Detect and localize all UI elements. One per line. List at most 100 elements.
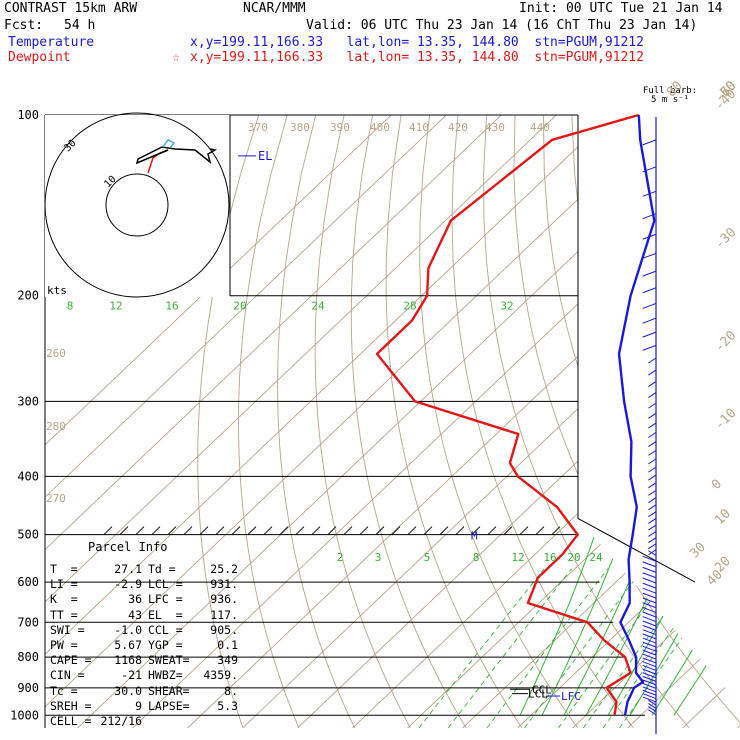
wind-barb [642, 682, 657, 689]
parcel-k2: YGP = [148, 638, 183, 653]
wind-barb [642, 606, 657, 613]
barb-key: Full barb: 5 m s⁻¹ [640, 87, 700, 105]
temperature-legend: Temperature [8, 35, 95, 50]
wind-barb [648, 699, 657, 706]
mixing-ratio-label: 20 [567, 551, 580, 564]
wind-barb [642, 693, 657, 700]
fcst-value: 54 h [64, 18, 96, 33]
pressure-label: 600 [17, 575, 39, 589]
hatch-mark [231, 526, 241, 535]
dewpoint-marker-icon: ☆ [172, 50, 180, 65]
mixing-ratio-label: 16 [543, 551, 556, 564]
isotherm-label: -10 [712, 406, 739, 433]
isotherm-line [45, 115, 447, 728]
wind-barb [642, 611, 657, 618]
melting-level-label: M [471, 530, 478, 543]
dewpoint-profile [375, 113, 640, 716]
parcel-k1: CELL = [50, 714, 92, 729]
isotherm-label: -30 [712, 225, 739, 252]
isotherm-label: 0 [709, 477, 725, 493]
hatch-mark [327, 526, 337, 535]
theta-e-label: 32 [500, 300, 513, 313]
parcel-row: CAPE = 1168 SWEAT= 349 [50, 653, 240, 668]
parcel-k1: PW = [50, 638, 78, 653]
wind-barb [642, 653, 657, 660]
isotherm-line [352, 115, 740, 728]
wind-barb [648, 432, 657, 438]
parcel-v1: 36 [128, 592, 142, 607]
parcel-v2: 8. [224, 683, 238, 698]
wind-barb [642, 668, 657, 675]
hatch-mark [199, 526, 209, 535]
parcel-v2: 25.2 [210, 562, 238, 576]
parcel-k2: LFC = [148, 592, 183, 607]
theta-label: 270 [46, 492, 66, 505]
valid-time: Valid: 06 UTC Thu 23 Jan 14 (16 ChT Thu … [306, 18, 698, 33]
wind-barb [642, 577, 657, 584]
hatch-mark [167, 526, 177, 535]
pressure-label: 800 [17, 650, 39, 664]
wind-barb [642, 616, 657, 623]
moist-adiabat-line [629, 295, 740, 716]
parcel-v1: 27.1 [114, 562, 142, 576]
wind-barb [642, 641, 657, 648]
hatch-mark [519, 526, 529, 535]
moist-adiabat-line [585, 295, 740, 716]
wind-barb [648, 422, 657, 429]
wind-barb [648, 537, 657, 544]
mixing-ratio-line [418, 568, 545, 728]
wind-barb [642, 139, 657, 146]
hodograph-units-label: kts [47, 284, 67, 297]
moist-adiabat-line [607, 295, 740, 716]
wind-barb [642, 287, 657, 294]
wind-barb [642, 679, 657, 686]
hatch-mark [151, 526, 161, 535]
wind-barb [642, 664, 657, 671]
wind-barb [648, 497, 657, 504]
hatch-mark [375, 526, 385, 535]
dry-adiabat-line [238, 115, 300, 728]
isotherm-line [517, 115, 740, 728]
hatch-mark [471, 526, 481, 535]
parcel-k2: LAPSE= [148, 698, 190, 713]
hatch-mark [263, 526, 273, 535]
mixing-ratio-label: 24 [589, 551, 603, 564]
parcel-row: CIN = -21 HWBZ= 4359. [50, 668, 240, 683]
isotherm-line [45, 115, 667, 728]
wind-barb [648, 550, 657, 557]
dry-adiabat-line [385, 115, 523, 728]
wind-barb [648, 449, 657, 456]
isotherm-label: -80 [659, 78, 686, 105]
ccl-label: CCL [532, 683, 552, 696]
parcel-v1: 5.67 [114, 638, 142, 653]
parcel-v1: -21 [121, 668, 142, 683]
parcel-v1: 9 [135, 698, 142, 713]
pressure-label: 900 [17, 681, 39, 695]
parcel-v1: -1.0 [114, 622, 142, 637]
wind-barb [642, 675, 657, 682]
wind-barb [642, 270, 657, 277]
parcel-k1: SREH = [50, 698, 92, 713]
hatch-mark [551, 526, 561, 535]
parcel-row: T = 27.1 Td = 25.2 [50, 562, 240, 577]
parcel-row: Tc = 30.0 SHEAR= 8. [50, 684, 240, 699]
wind-barb [642, 592, 657, 599]
hatch-mark [391, 526, 401, 535]
wind-barb [648, 549, 657, 556]
wind-barb [648, 702, 657, 709]
mixing-ratio-line [486, 568, 609, 728]
wind-barb [648, 369, 657, 376]
mixing-ratio-line [602, 568, 717, 728]
lcl-label: LCL [528, 688, 548, 701]
mixing-ratio-line [558, 568, 675, 728]
parcel-k2: HWBZ= [148, 668, 183, 683]
parcel-v2: 931. [210, 577, 238, 592]
wind-barb [648, 412, 657, 419]
parcel-v2: 905. [210, 622, 238, 637]
wind-barb [648, 518, 657, 524]
hatch-mark [343, 526, 353, 535]
theta-label: 280 [46, 420, 66, 433]
theta-label: 420 [448, 121, 468, 134]
wind-barb [648, 489, 657, 496]
